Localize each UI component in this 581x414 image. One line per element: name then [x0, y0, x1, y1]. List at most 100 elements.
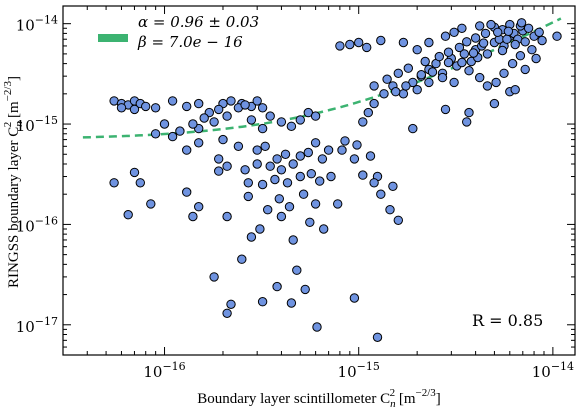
data-point: [288, 159, 298, 169]
data-point: [499, 68, 509, 79]
data-point: [312, 322, 322, 332]
y-tick-label: 10−16: [16, 214, 58, 235]
data-point: [440, 31, 451, 41]
data-point: [502, 34, 512, 44]
data-point: [129, 104, 140, 115]
data-point: [482, 49, 493, 59]
data-point: [288, 235, 298, 245]
data-point: [150, 129, 161, 139]
data-point: [109, 178, 119, 188]
legend-swatch: [98, 34, 128, 42]
data-point: [416, 70, 426, 80]
data-point: [243, 178, 254, 188]
data-point: [534, 27, 544, 37]
data-point: [427, 67, 438, 77]
data-point: [420, 56, 430, 67]
data-point: [408, 123, 418, 134]
data-point: [464, 66, 474, 76]
data-point: [295, 151, 305, 161]
data-point: [391, 87, 401, 97]
legend-line-beta: β = 7.0e − 16: [137, 33, 243, 51]
data-point: [270, 174, 280, 185]
data-point: [276, 165, 287, 175]
data-point: [209, 117, 219, 127]
data-point: [300, 284, 310, 295]
data-point: [323, 145, 334, 155]
data-point: [257, 123, 268, 134]
data-point: [226, 299, 236, 309]
data-point: [182, 101, 192, 112]
data-point: [349, 154, 360, 164]
data-point: [303, 147, 313, 158]
data-point: [398, 89, 409, 99]
data-point: [393, 215, 403, 226]
data-point: [292, 265, 302, 275]
data-point: [352, 140, 362, 150]
data-point: [354, 37, 364, 48]
data-point: [385, 205, 395, 215]
data-point: [282, 178, 293, 188]
data-point: [482, 81, 493, 91]
data-point: [379, 89, 389, 99]
data-point: [489, 98, 500, 109]
data-point: [222, 308, 232, 318]
data-point: [265, 161, 275, 171]
data-point: [246, 115, 257, 125]
data-point: [222, 161, 232, 171]
data-point: [493, 27, 503, 37]
data-point: [237, 254, 247, 264]
data-point: [222, 211, 232, 222]
data-point: [510, 39, 520, 50]
data-point: [401, 81, 411, 91]
data-point: [214, 154, 224, 164]
data-point: [552, 31, 562, 41]
data-point: [182, 145, 192, 155]
data-point: [363, 107, 373, 118]
data-point: [265, 111, 275, 121]
data-point: [531, 53, 541, 64]
data-point: [188, 119, 198, 129]
data-point: [412, 45, 422, 55]
data-point: [240, 165, 250, 175]
data-point: [317, 154, 328, 164]
data-point: [358, 170, 368, 180]
data-point: [470, 33, 481, 43]
data-point: [478, 38, 489, 48]
data-point: [520, 37, 530, 47]
x-axis-title: Boundary layer scintillometer Cn2 [m−2/3…: [197, 387, 441, 410]
data-point: [310, 111, 321, 121]
data-point: [233, 141, 244, 152]
data-point: [434, 51, 444, 62]
data-point: [365, 151, 376, 161]
data-point: [440, 104, 451, 115]
data-point: [194, 202, 204, 212]
data-point: [507, 58, 518, 69]
data-point: [527, 45, 537, 55]
y-tick-label: 10−15: [16, 114, 58, 135]
data-point: [491, 77, 501, 88]
data-point: [362, 42, 372, 53]
data-point: [141, 101, 151, 112]
data-point: [295, 171, 305, 182]
data-point: [486, 19, 496, 30]
data-point: [167, 131, 178, 142]
data-point: [516, 18, 527, 28]
data-point: [475, 21, 485, 31]
data-point: [443, 47, 454, 57]
data-point: [199, 113, 209, 123]
data-point: [388, 181, 398, 192]
data-point: [437, 72, 448, 83]
data-point: [305, 217, 315, 228]
data-point: [226, 96, 236, 106]
data-point: [449, 27, 459, 37]
data-point: [276, 211, 287, 222]
data-point: [243, 191, 254, 202]
data-point: [520, 64, 530, 75]
x-tick-label: 10−16: [143, 360, 185, 381]
data-point: [146, 199, 156, 209]
y-axis-title: RINGSS boundary layer Cn2 [m−2/3]: [2, 76, 25, 288]
data-point: [403, 63, 413, 73]
data-point: [424, 37, 434, 48]
data-point: [298, 189, 309, 199]
data-point: [393, 68, 403, 79]
